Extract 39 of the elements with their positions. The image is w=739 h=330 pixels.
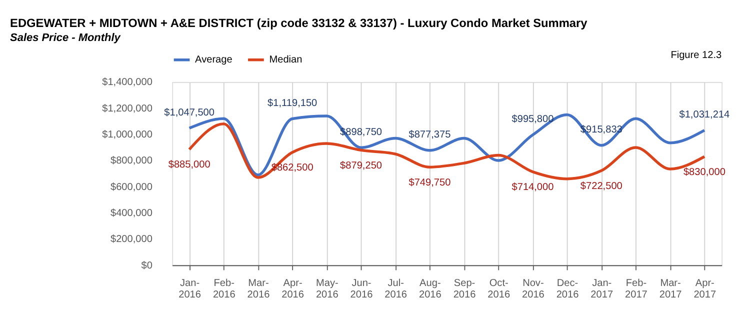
y-tick-label: $600,000: [110, 182, 153, 193]
x-tick-label: Jun-2016: [350, 278, 374, 301]
x-tick-label: May-2016: [316, 278, 339, 301]
x-tick-label: Feb-2017: [625, 278, 648, 301]
x-tick-label: Mar-2017: [659, 278, 682, 301]
x-tick-label: Oct-2016: [488, 278, 510, 301]
data-label: $749,750: [408, 177, 452, 188]
x-tick-label: Jan-2017: [590, 278, 614, 301]
x-tick-label: Feb-2016: [212, 278, 236, 301]
text: Sales Price - Monthly: [10, 32, 122, 44]
x-tick-label: Apr-2017: [694, 278, 716, 301]
x-tick-label: Aug-2016: [418, 278, 442, 301]
data-label: $1,047,500: [164, 107, 215, 118]
y-tick-label: $1,400,000: [102, 77, 153, 88]
x-tick-label: Jan-2016: [178, 278, 202, 301]
data-label: $722,500: [580, 180, 623, 192]
y-tick-label: $1,000,000: [102, 130, 153, 141]
x-tick-label: Sep-2016: [453, 278, 476, 301]
legend-label: Average: [195, 54, 233, 66]
data-label: $877,375: [408, 130, 452, 141]
data-label: $885,000: [168, 160, 211, 171]
x-tick-label: Jul-2016: [384, 278, 408, 301]
legend-label: Median: [269, 54, 302, 66]
x-tick-label: Apr-2016: [282, 278, 304, 301]
chart-title: EDGEWATER + MIDTOWN + A&E DISTRICT (zip code 33132 & 33137) - Luxury Condo Market Summary: [10, 16, 588, 30]
data-label: $1,031,214: [679, 109, 730, 120]
data-label: $1,119,150: [268, 98, 318, 109]
data-label: $830,000: [683, 166, 726, 178]
x-tick-label: Nov-2016: [522, 278, 545, 301]
x-tick-label: Dec-2016: [556, 278, 580, 301]
y-tick-label: $0: [141, 260, 153, 272]
y-tick-label: $800,000: [110, 156, 153, 167]
caption: Figure 12.3: [670, 50, 722, 62]
y-tick-label: $1,200,000: [102, 103, 153, 114]
y-tick-label: $200,000: [110, 234, 153, 246]
y-tick-label: $400,000: [110, 208, 153, 220]
x-tick-label: Mar-2016: [247, 278, 270, 301]
data-label: $714,000: [512, 182, 554, 194]
data-label: $879,250: [340, 160, 382, 172]
